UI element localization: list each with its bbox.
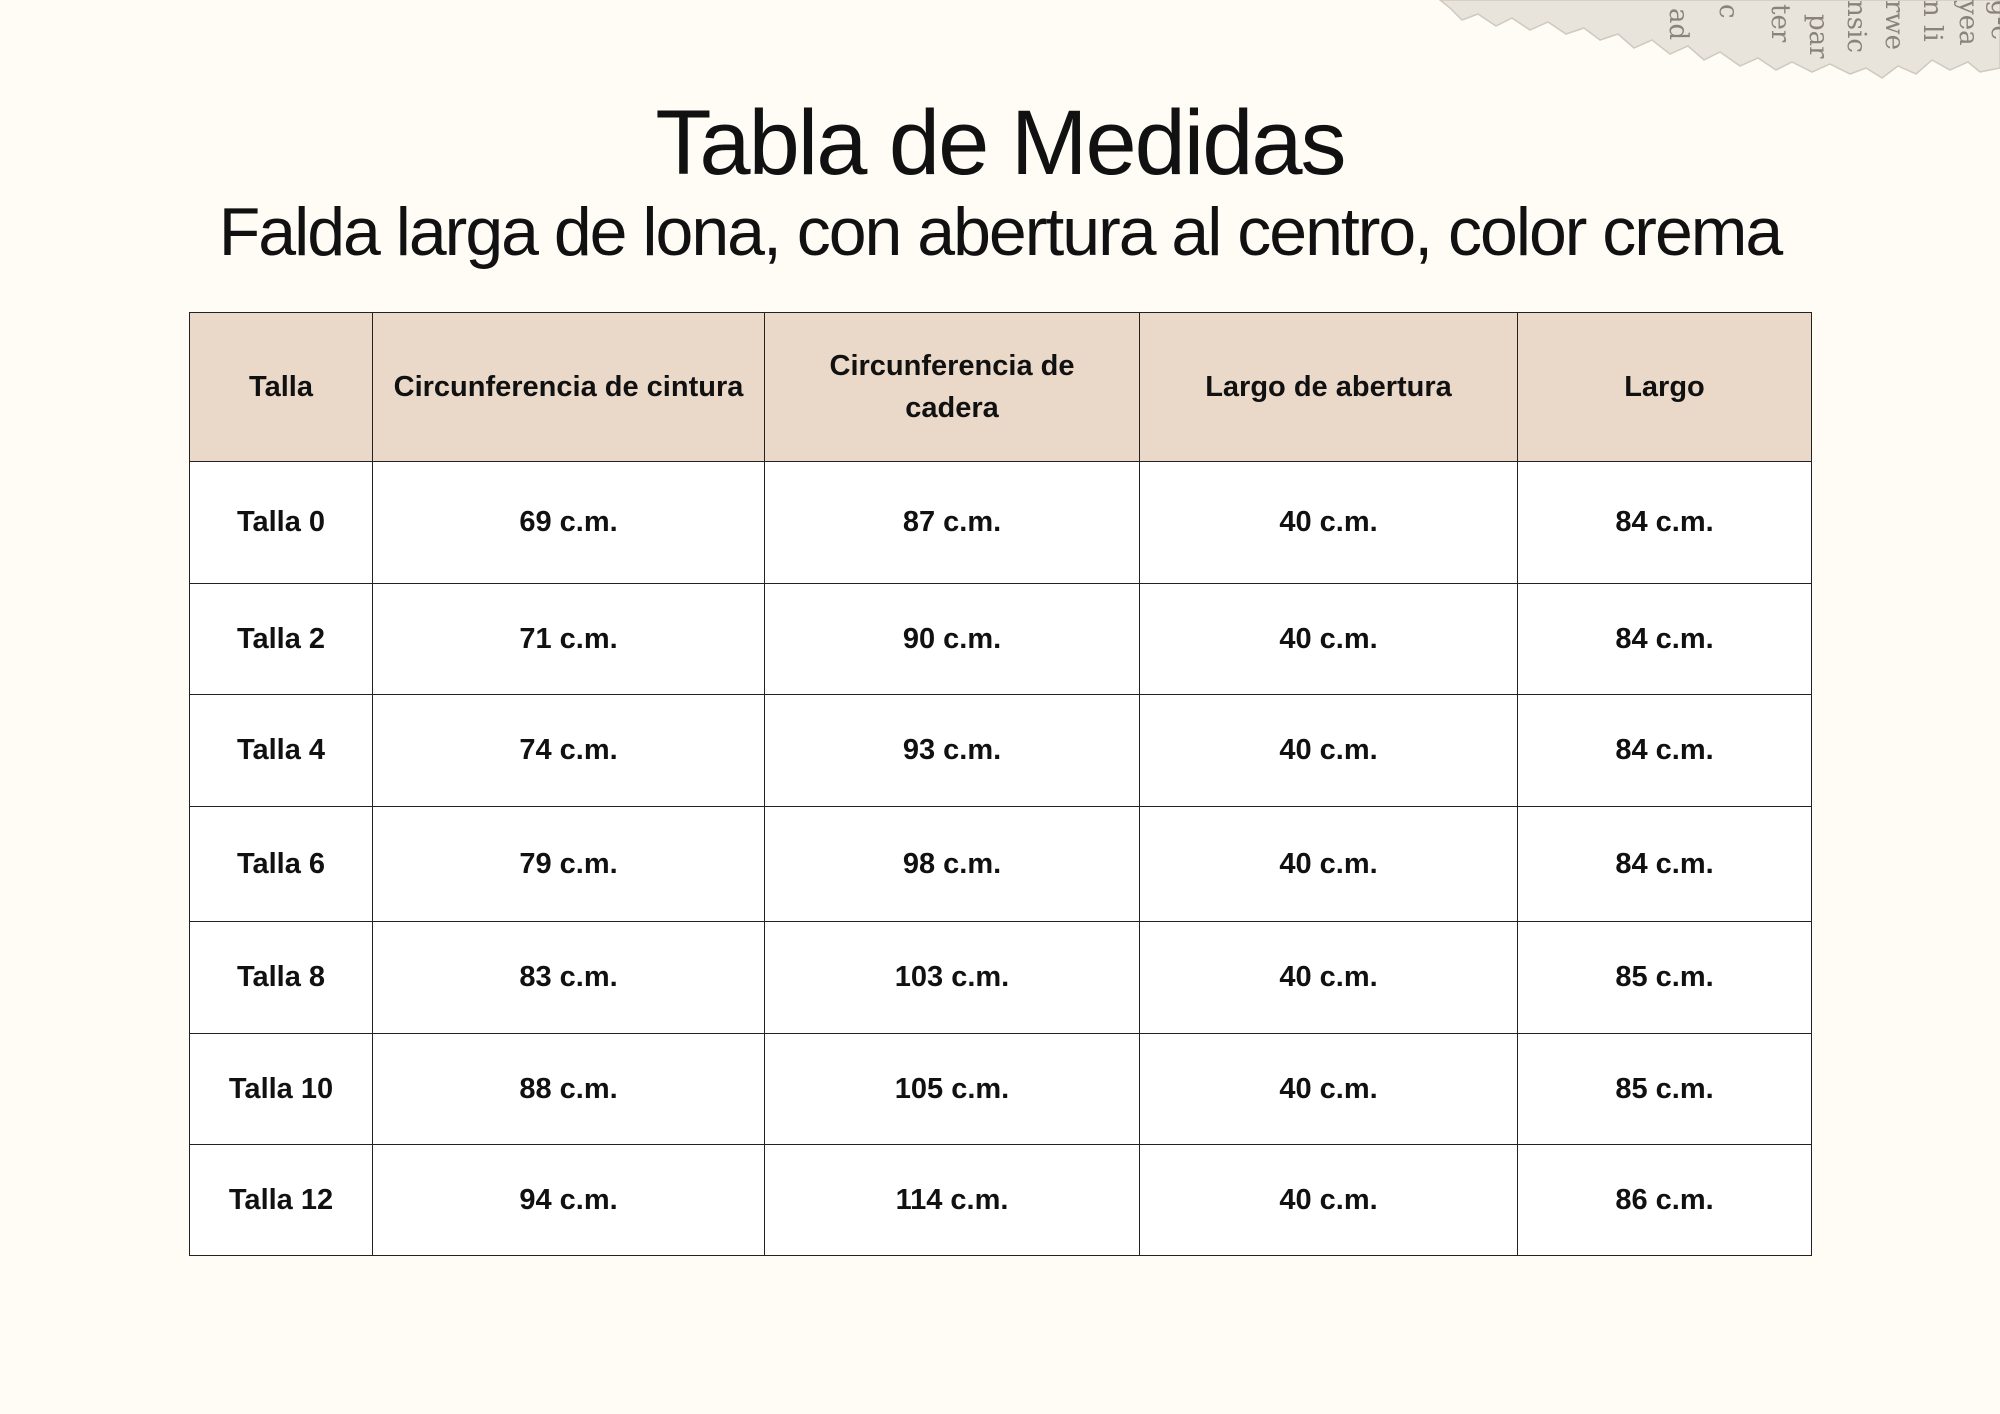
table-row: Talla 12 94 c.m. 114 c.m. 40 c.m. 86 c.m…	[189, 1144, 1812, 1256]
svg-text:yea: yea	[1953, 0, 1983, 46]
cell-hip: 98 c.m.	[764, 806, 1140, 922]
header-slit-length: Largo de abertura	[1139, 312, 1518, 462]
cell-size: Talla 2	[189, 583, 373, 695]
size-chart-table: Talla Circunferencia de cintura Circunfe…	[189, 312, 1812, 1256]
svg-text:c: c	[1713, 4, 1743, 19]
cell-size: Talla 4	[189, 694, 373, 807]
cell-length: 84 c.m.	[1517, 806, 1812, 922]
cell-waist: 88 c.m.	[372, 1033, 765, 1145]
table-row: Talla 8 83 c.m. 103 c.m. 40 c.m. 85 c.m.	[189, 921, 1812, 1034]
cell-size: Talla 6	[189, 806, 373, 922]
cell-slit-length: 40 c.m.	[1139, 1033, 1518, 1145]
svg-text:nsic: nsic	[1841, 0, 1871, 53]
torn-newspaper-decoration: ad c ter par nsic rwe n li yea g-c	[1438, 0, 2000, 79]
header-size: Talla	[189, 312, 373, 462]
table-row: Talla 0 69 c.m. 87 c.m. 40 c.m. 84 c.m.	[189, 461, 1812, 584]
cell-hip: 87 c.m.	[764, 461, 1140, 584]
header-waist: Circunferencia de cintura	[372, 312, 765, 462]
table-row: Talla 6 79 c.m. 98 c.m. 40 c.m. 84 c.m.	[189, 806, 1812, 922]
cell-hip: 114 c.m.	[764, 1144, 1140, 1256]
cell-hip: 105 c.m.	[764, 1033, 1140, 1145]
cell-size: Talla 12	[189, 1144, 373, 1256]
svg-text:g-c: g-c	[1985, 0, 2000, 40]
cell-waist: 94 c.m.	[372, 1144, 765, 1256]
cell-size: Talla 10	[189, 1033, 373, 1145]
cell-slit-length: 40 c.m.	[1139, 921, 1518, 1034]
page-title: Tabla de Medidas	[655, 92, 1346, 194]
cell-length: 84 c.m.	[1517, 694, 1812, 807]
cell-hip: 93 c.m.	[764, 694, 1140, 807]
cell-slit-length: 40 c.m.	[1139, 806, 1518, 922]
svg-text:ad: ad	[1663, 8, 1693, 40]
cell-length: 85 c.m.	[1517, 921, 1812, 1034]
svg-text:rwe: rwe	[1879, 0, 1909, 50]
cell-size: Talla 8	[189, 921, 373, 1034]
page-subtitle: Falda larga de lona, con abertura al cen…	[218, 194, 1783, 270]
cell-waist: 71 c.m.	[372, 583, 765, 695]
svg-text:n li: n li	[1917, 0, 1947, 42]
cell-slit-length: 40 c.m.	[1139, 583, 1518, 695]
cell-slit-length: 40 c.m.	[1139, 694, 1518, 807]
cell-size: Talla 0	[189, 461, 373, 584]
table-body: Talla 0 69 c.m. 87 c.m. 40 c.m. 84 c.m. …	[189, 461, 1812, 1256]
cell-waist: 83 c.m.	[372, 921, 765, 1034]
svg-text:ter: ter	[1765, 4, 1795, 43]
table-row: Talla 10 88 c.m. 105 c.m. 40 c.m. 85 c.m…	[189, 1033, 1812, 1145]
cell-slit-length: 40 c.m.	[1139, 461, 1518, 584]
cell-length: 84 c.m.	[1517, 583, 1812, 695]
header-hip: Circunferencia de cadera	[764, 312, 1140, 462]
table-header: Talla Circunferencia de cintura Circunfe…	[189, 312, 1812, 462]
cell-length: 84 c.m.	[1517, 461, 1812, 584]
cell-hip: 90 c.m.	[764, 583, 1140, 695]
cell-slit-length: 40 c.m.	[1139, 1144, 1518, 1256]
header-row: Talla Circunferencia de cintura Circunfe…	[189, 312, 1812, 462]
cell-length: 85 c.m.	[1517, 1033, 1812, 1145]
cell-length: 86 c.m.	[1517, 1144, 1812, 1256]
table-row: Talla 4 74 c.m. 93 c.m. 40 c.m. 84 c.m.	[189, 694, 1812, 807]
cell-waist: 74 c.m.	[372, 694, 765, 807]
table-row: Talla 2 71 c.m. 90 c.m. 40 c.m. 84 c.m.	[189, 583, 1812, 695]
header-length: Largo	[1517, 312, 1812, 462]
cell-waist: 79 c.m.	[372, 806, 765, 922]
cell-hip: 103 c.m.	[764, 921, 1140, 1034]
svg-text:par: par	[1803, 14, 1833, 59]
cell-waist: 69 c.m.	[372, 461, 765, 584]
